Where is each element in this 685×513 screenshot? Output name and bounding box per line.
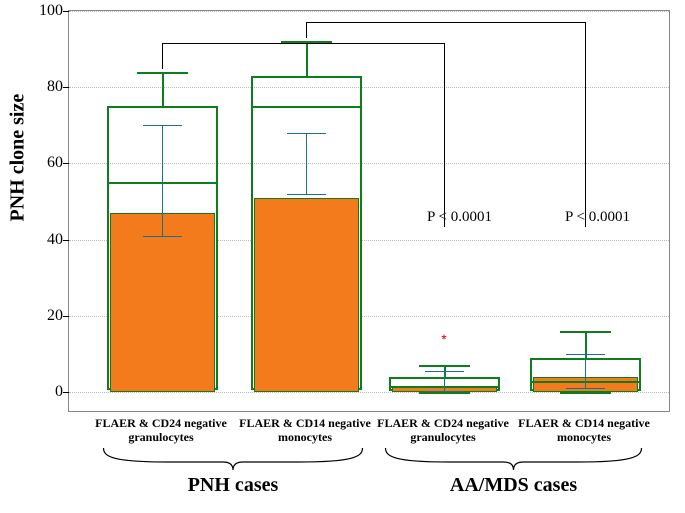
chart-root: 020406080100*P < 0.0001P < 0.0001PNH clo…: [0, 0, 685, 513]
group-brace: [0, 0, 685, 513]
group-label: AA/MDS cases: [414, 474, 614, 497]
